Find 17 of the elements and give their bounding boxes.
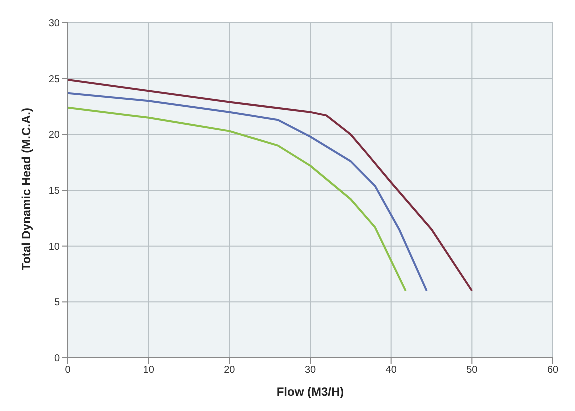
y-tick-label: 15 bbox=[48, 186, 60, 198]
x-tick-label: 0 bbox=[65, 365, 72, 376]
y-axis-title: Total Dynamic Head (M.C.A.) bbox=[19, 108, 34, 270]
x-tick-label: 40 bbox=[386, 365, 398, 376]
y-tick-label: 5 bbox=[54, 298, 60, 309]
y-tick-label: 0 bbox=[54, 354, 60, 365]
y-tick-label: 30 bbox=[48, 18, 60, 30]
x-axis-title: Flow (M3/H) bbox=[276, 385, 344, 399]
y-tick-label: 20 bbox=[48, 130, 60, 142]
x-tick-label: 20 bbox=[224, 365, 236, 376]
x-tick-label: 30 bbox=[304, 365, 316, 376]
y-tick-label: 10 bbox=[48, 242, 60, 253]
x-tick-label: 50 bbox=[466, 365, 478, 376]
x-tick-label: 10 bbox=[143, 365, 155, 376]
y-tick-label: 25 bbox=[48, 74, 60, 86]
x-tick-label: 60 bbox=[547, 365, 559, 376]
line-series bbox=[68, 78, 474, 292]
